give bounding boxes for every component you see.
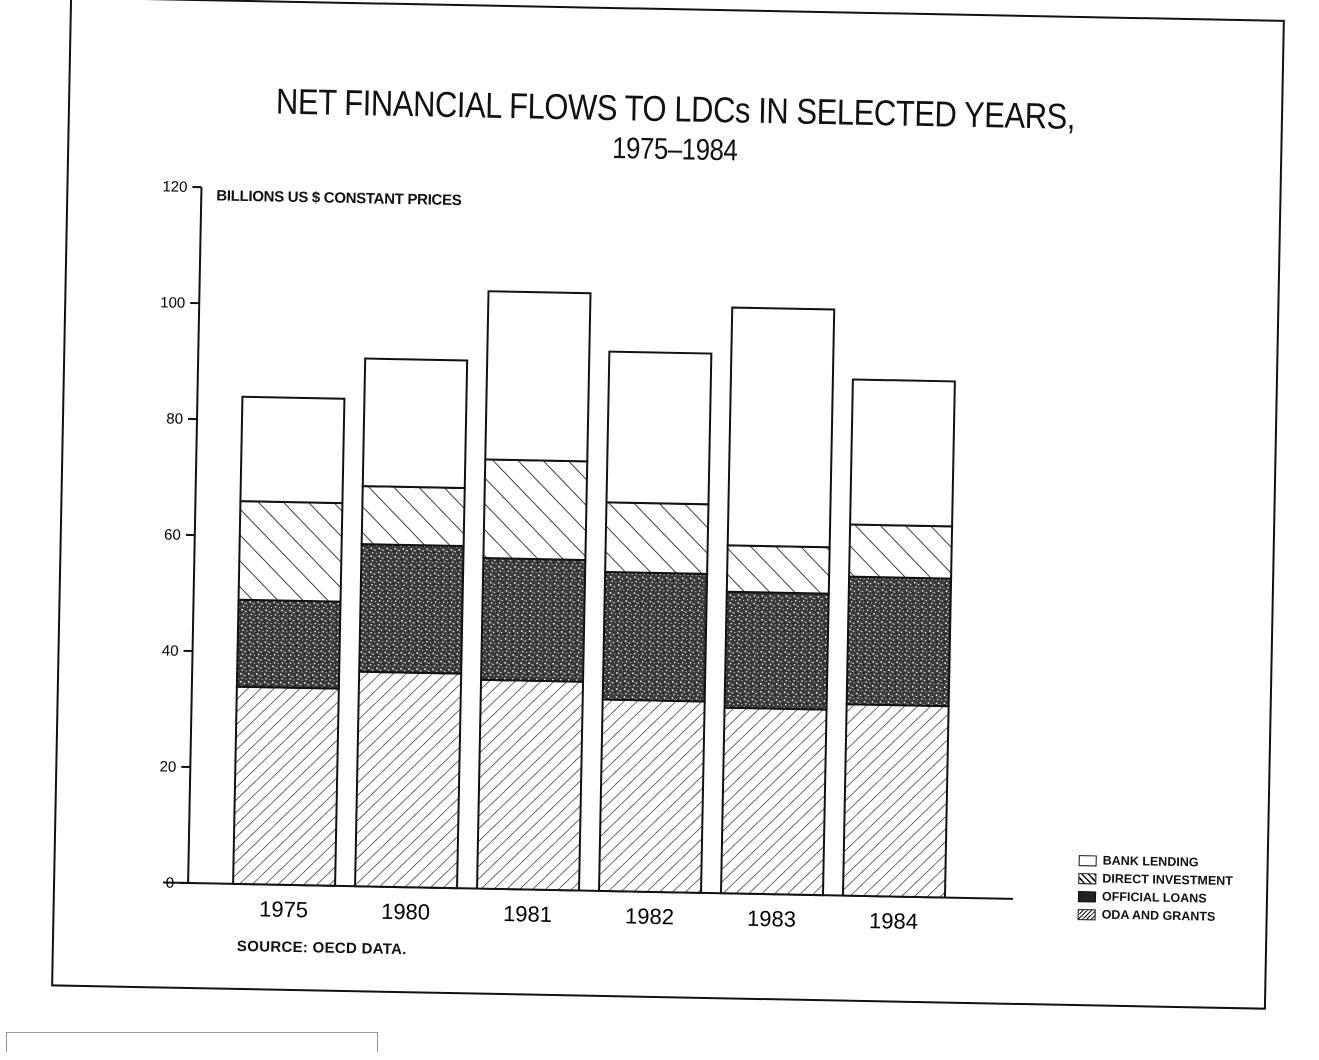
legend-swatch-direct-investment: [1078, 873, 1096, 884]
bar-segment-direct-investment: [239, 501, 343, 602]
y-tick-label: 40: [162, 642, 179, 659]
legend-label: DIRECT INVESTMENT: [1102, 872, 1233, 889]
y-tick-label: 60: [164, 526, 181, 543]
bar-segment-oda-and-grants: [599, 700, 705, 893]
bar-segment-bank-lending: [728, 308, 835, 548]
bar-segment-bank-lending: [606, 352, 711, 505]
bar-segment-official-loans: [481, 558, 585, 682]
bar-segment-direct-investment: [362, 486, 465, 546]
bar-segment-oda-and-grants: [355, 672, 461, 889]
legend-label: ODA AND GRANTS: [1102, 908, 1216, 924]
x-tick-label: 1975: [259, 896, 308, 922]
legend-swatch-oda-and-grants: [1078, 909, 1096, 920]
scan-footer-box: [6, 1032, 378, 1052]
bar-segment-oda-and-grants: [233, 687, 339, 886]
legend-swatch-official-loans: [1078, 891, 1096, 902]
bar-segment-bank-lending: [485, 291, 590, 461]
bar-segment-bank-lending: [850, 379, 955, 526]
x-tick-label: 1982: [625, 903, 674, 929]
bar-segment-bank-lending: [240, 397, 344, 503]
bar-segment-official-loans: [359, 544, 463, 674]
bar-segment-oda-and-grants: [477, 680, 583, 891]
y-tick-label: 100: [160, 294, 185, 311]
y-tick-label: 80: [166, 411, 183, 428]
legend-label: OFFICIAL LOANS: [1102, 890, 1207, 906]
x-tick-label: 1983: [747, 906, 796, 932]
y-tick-label: 20: [159, 758, 176, 775]
bars: [233, 287, 956, 898]
bar-segment-direct-investment: [727, 545, 830, 593]
bar-segment-official-loans: [237, 600, 341, 689]
y-tick-label: 0: [166, 875, 175, 892]
bar-segment-oda-and-grants: [843, 704, 949, 897]
bar-segment-official-loans: [603, 572, 707, 702]
bar-segment-bank-lending: [363, 359, 467, 489]
bar-segment-oda-and-grants: [721, 708, 827, 896]
legend-item-oda-and-grants: ODA AND GRANTS: [1077, 905, 1232, 926]
x-tick-label: 1980: [381, 899, 430, 925]
y-tick-label: 120: [162, 178, 187, 195]
x-tick-label: 1981: [503, 901, 552, 927]
legend-swatch-bank-lending: [1079, 855, 1097, 866]
bar-segment-direct-investment: [605, 502, 708, 574]
source-note: SOURCE: OECD DATA.: [237, 938, 407, 958]
legend: BANK LENDING DIRECT INVESTMENT OFFICIAL …: [1077, 851, 1233, 926]
bar-segment-official-loans: [847, 577, 951, 707]
bar-segment-official-loans: [725, 592, 829, 710]
bar-segment-direct-investment: [849, 524, 952, 578]
legend-label: BANK LENDING: [1103, 854, 1199, 870]
x-tick-label: 1984: [869, 908, 918, 934]
bar-segment-direct-investment: [483, 459, 587, 560]
